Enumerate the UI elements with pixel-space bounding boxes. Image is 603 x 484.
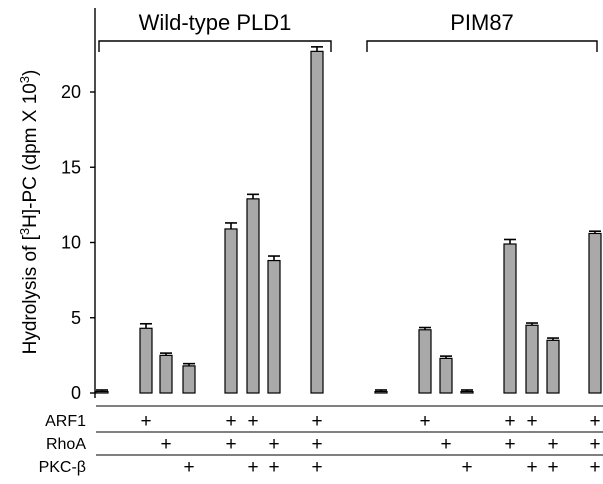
bar: [182, 365, 196, 394]
condition-plus: +: [419, 411, 430, 432]
condition-plus: +: [225, 434, 236, 455]
condition-plus: +: [526, 411, 537, 432]
condition-plus: +: [225, 411, 236, 432]
condition-plus: +: [268, 434, 279, 455]
y-axis-label-part: ): [20, 70, 41, 76]
condition-plus: +: [547, 457, 558, 478]
bar: [95, 390, 109, 394]
bar: [139, 327, 153, 394]
y-tick-label: 10: [61, 233, 81, 253]
condition-row-label: ARF1: [45, 413, 86, 430]
group-label: PIM87: [450, 10, 514, 35]
condition-plus: +: [589, 411, 600, 432]
condition-plus: +: [183, 457, 194, 478]
bar: [439, 357, 453, 394]
plot-area: 0 5 10 15 20 Wild-type PLD1 PIM87 ARF1 RhoA PKC-β…: [39, 8, 603, 478]
bar: [310, 50, 324, 394]
condition-plus: +: [268, 457, 279, 478]
condition-plus: +: [311, 411, 322, 432]
y-tick-label: 15: [61, 157, 81, 177]
bar: [246, 198, 260, 394]
bar: [460, 390, 474, 394]
y-axis-label-part: H]-PC (dpm X 10: [20, 83, 41, 228]
condition-plus: +: [504, 434, 515, 455]
condition-plus: +: [589, 434, 600, 455]
bar: [374, 390, 388, 394]
y-tick-label: 5: [71, 308, 81, 328]
bar: [267, 259, 281, 394]
bar: [159, 354, 173, 394]
condition-row-label: RhoA: [46, 436, 86, 453]
condition-plus: +: [504, 411, 515, 432]
condition-plus: +: [589, 457, 600, 478]
condition-plus: +: [547, 434, 558, 455]
group-bracket: [366, 40, 598, 52]
y-axis-label: Hydrolysis of [3H]-PC (dpm X 103): [17, 70, 41, 355]
condition-plus: +: [440, 434, 451, 455]
condition-plus: +: [311, 434, 322, 455]
condition-plus: +: [526, 457, 537, 478]
condition-plus: +: [247, 457, 258, 478]
condition-plus: +: [461, 457, 472, 478]
bar: [418, 329, 432, 394]
y-tick-label: 20: [61, 82, 81, 102]
group-label: Wild-type PLD1: [139, 10, 292, 35]
bar: [503, 243, 517, 394]
condition-plus: +: [311, 457, 322, 478]
condition-plus: +: [140, 411, 151, 432]
bar: [588, 232, 602, 394]
condition-plus: +: [247, 411, 258, 432]
bar: [525, 324, 539, 394]
group-bracket: [98, 40, 332, 52]
bar: [224, 228, 238, 394]
y-axis-label-part: Hydrolysis of [: [20, 234, 41, 354]
condition-row-label: PKC-β: [39, 459, 86, 476]
bar: [546, 339, 560, 394]
condition-plus: +: [160, 434, 171, 455]
y-tick-label: 0: [71, 383, 81, 403]
y-axis-label-sup: 3: [17, 76, 32, 83]
y-axis-label-sup: 3: [17, 228, 32, 235]
